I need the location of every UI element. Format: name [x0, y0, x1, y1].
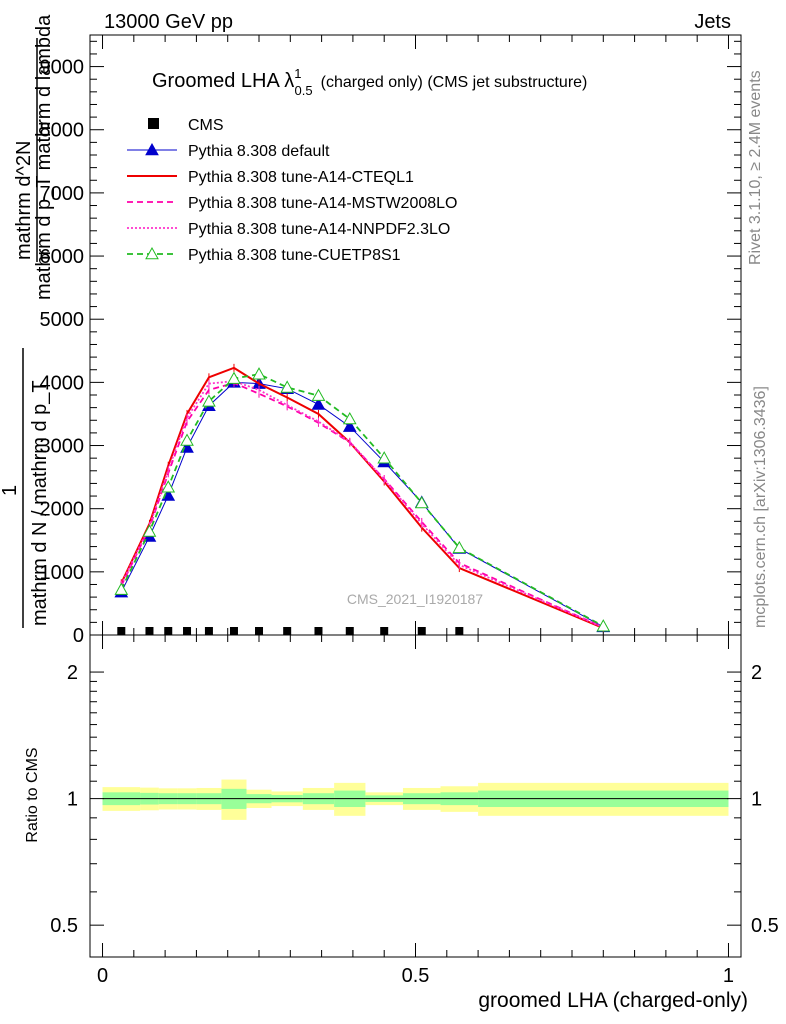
- x-tick-label: 0.5: [402, 965, 430, 987]
- ratio-tick-label-right: 0.5: [751, 915, 779, 937]
- legend-entry-cms: CMS: [148, 117, 224, 134]
- y-tick-label: 7000: [40, 183, 85, 205]
- ratio-tick-label-right: 2: [751, 662, 762, 684]
- data-point: [414, 495, 429, 509]
- process-label: Jets: [694, 11, 731, 33]
- legend-entry-default: Pythia 8.308 default: [127, 142, 330, 160]
- data-point: [452, 540, 467, 554]
- main-y-ticks: 0 1000 2000 3000 4000 5000 6000 7000 8000 9000: [40, 40, 741, 647]
- y-tick-label: 6000: [40, 246, 85, 268]
- data-point: [202, 394, 216, 407]
- ratio-tick-label: 1: [67, 789, 78, 811]
- data-point: [280, 380, 295, 393]
- x-tick-label: 1: [723, 965, 734, 987]
- y-tick-label: 5000: [40, 309, 85, 331]
- plot-title-tail: (charged only) (CMS jet substructure): [321, 74, 588, 91]
- data-point: [342, 411, 357, 425]
- ylabel-denominator: mathrm d N / mathrm d p_T: [29, 380, 51, 626]
- y-tick-label: 9000: [40, 57, 85, 79]
- legend: CMS Pythia 8.308 default Pythia 8.308 tune…: [127, 117, 457, 264]
- ratio-tick-label: 0.5: [50, 915, 78, 937]
- plot-title-sub: 0.5: [295, 83, 313, 98]
- data-point: [117, 627, 126, 635]
- rivet-label: Rivet 3.1.10, ≥ 2.4M events: [747, 70, 764, 265]
- data-point: [342, 419, 357, 432]
- legend-label: Pythia 8.308 tune-A14-MSTW2008LO: [188, 195, 457, 212]
- data-point: [145, 627, 154, 635]
- y-tick-label: 0: [73, 625, 84, 647]
- data-point: [311, 397, 326, 410]
- ratio-bands: [102, 779, 729, 820]
- data-point: [417, 627, 426, 635]
- data-point: [311, 388, 326, 401]
- data-point: [283, 627, 292, 635]
- legend-label: Pythia 8.308 tune-A14-NNPDF2.3LO: [188, 221, 450, 238]
- analysis-watermark: CMS_2021_I1920187: [347, 591, 483, 607]
- legend-label: CMS: [188, 117, 224, 134]
- legend-entry-mstw: Pythia 8.308 tune-A14-MSTW2008LO: [127, 195, 457, 212]
- ratio-y-axis-label: Ratio to CMS: [24, 747, 41, 842]
- energy-label: 13000 GeV pp: [104, 11, 233, 33]
- y-tick-label: 4000: [40, 372, 85, 394]
- data-point: [227, 371, 241, 384]
- main-series: [114, 363, 611, 635]
- ylabel-numerator: mathrm d^2N: [13, 141, 35, 260]
- data-point: [145, 142, 159, 156]
- y-tick-label: 8000: [40, 120, 85, 142]
- legend-entry-nnpdf: Pythia 8.308 tune-A14-NNPDF2.3LO: [127, 221, 450, 238]
- ylabel-one: 1: [0, 485, 21, 496]
- x-axis-label: groomed LHA (charged-only): [478, 989, 748, 1012]
- series-line: [120, 382, 604, 629]
- y-tick-label: 1000: [40, 562, 85, 584]
- series-line: [120, 366, 604, 629]
- legend-entry-cteql1: Pythia 8.308 tune-A14-CTEQL1: [127, 169, 414, 186]
- data-point: [183, 627, 192, 635]
- plot-title-sup: 1: [294, 66, 301, 81]
- series-line: [120, 380, 604, 629]
- legend-label: Pythia 8.308 tune-A14-CTEQL1: [188, 169, 414, 186]
- data-point: [180, 433, 194, 446]
- data-point: [229, 627, 238, 635]
- legend-entry-cuetp: Pythia 8.308 tune-CUETP8S1: [127, 246, 401, 264]
- ratio-x-ticks: 0 0.5 1: [97, 635, 734, 987]
- data-point: [380, 627, 389, 635]
- data-point: [255, 627, 264, 635]
- ylabel-numerator-denominator: mathrm d p_T mathrm d lambda: [33, 14, 55, 300]
- data-point: [455, 627, 464, 635]
- mcplots-label: mcplots.cern.ch [arXiv:1306.3436]: [752, 386, 769, 628]
- main-plot: 0 1000 2000 3000 4000 5000 6000 7000 8000 9000 Gr…: [0, 14, 742, 647]
- legend-label: Pythia 8.308 default: [188, 143, 330, 160]
- data-point: [252, 367, 266, 380]
- series-line: [120, 373, 604, 627]
- y-tick-label: 3000: [40, 436, 85, 458]
- data-point: [142, 524, 157, 537]
- ratio-tick-label: 2: [67, 662, 78, 684]
- data-point: [345, 627, 354, 635]
- y-tick-label: 2000: [40, 499, 85, 521]
- ratio-y-ticks: 0.5 0.5 1 1 2 2: [50, 662, 779, 937]
- legend-label: Pythia 8.308 tune-CUETP8S1: [188, 247, 401, 264]
- main-y-axis-label: mathrm d^2N mathrm d p_T mathrm d lambda…: [0, 14, 55, 628]
- ratio-tick-label-right: 1: [751, 789, 762, 811]
- x-tick-label: 0: [97, 965, 108, 987]
- data-point: [145, 246, 159, 260]
- data-point: [314, 627, 323, 635]
- series-cms: [117, 627, 464, 635]
- plot-title: Groomed LHA λ1 0.5 (charged only) (CMS jet…: [152, 66, 587, 98]
- data-point: [164, 627, 173, 635]
- series-cuetp: [114, 367, 611, 632]
- data-point: [161, 480, 176, 493]
- data-point: [114, 582, 129, 595]
- data-point: [377, 451, 392, 464]
- data-point: [596, 619, 611, 632]
- data-point: [204, 627, 213, 635]
- legend-swatch: [148, 118, 159, 129]
- plot-title-main: Groomed LHA λ: [152, 70, 294, 92]
- ratio-plot: 0.5 0.51 12 2 0 0.5 1 Ratio to CMS groomed LH…: [24, 634, 779, 1012]
